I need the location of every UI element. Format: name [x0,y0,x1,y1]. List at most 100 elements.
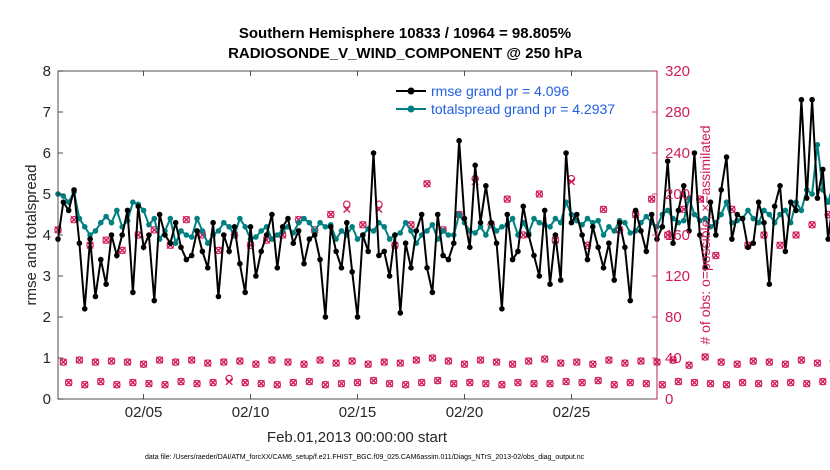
rmse-point [231,224,238,230]
y-axis-right-label: # of obs: o=possible; ×=assimilated [697,125,713,344]
rmse-point [659,224,666,230]
obs-possible-point [171,358,180,366]
obs-assimilated-point [674,377,683,386]
obs-assimilated-point [209,378,217,387]
obs-assimilated-point [145,379,153,388]
rmse-point [771,203,778,210]
totalspread-point [627,230,634,236]
rmse-point [787,199,794,205]
rmse-point [461,215,468,222]
totalspread-point [606,224,612,230]
totalspread-point [301,215,307,222]
rmse-point [643,248,650,255]
y-right-tick-label: 320 [665,63,690,80]
rmse-point [670,240,676,246]
totalspread-point [622,219,628,226]
rmse-point [210,219,216,226]
totalspread-point [274,232,281,238]
rmse-point [563,150,569,156]
obs-possible-point [305,377,314,386]
obs-assimilated-point [268,356,276,364]
obs-possible-point [284,358,292,366]
obs-possible-point [802,379,811,388]
obs-assimilated-point [466,378,474,387]
y-axis-label: rmse and totalspread [23,165,40,306]
obs-assimilated-point [412,356,421,364]
obs-assimilated-point [107,357,116,365]
rmse-point [71,187,77,193]
rmse-point [568,219,575,226]
obs-possible-point [685,361,693,369]
obs-possible-point [749,357,758,365]
obs-possible-point [193,379,201,388]
y-tick-label: 2 [43,309,51,326]
totalspread-point [483,232,489,238]
obs-possible-point [508,360,517,368]
totalspread-point [322,224,329,230]
obs-possible-point [824,210,830,219]
rmse-point [434,211,441,218]
totalspread-point [531,215,537,222]
totalspread-point [167,215,174,222]
rmse-point [718,187,724,193]
ticks-layer: 02/05 02/10 02/15 02/20 02/25012345678040801… [43,63,690,421]
rmse-point [92,293,99,300]
rmse-point [648,211,655,218]
obs-possible-point [717,358,725,366]
obs-assimilated-point [722,380,731,389]
obs-possible-point [674,377,683,386]
obs-assimilated-point [284,358,292,366]
obs-possible-point [786,378,795,387]
obs-assimilated-point [498,380,506,389]
rmse-point [397,310,404,316]
totalspread-point [220,219,227,226]
obs-possible-point [321,380,330,389]
obs-assimilated-point [343,205,351,214]
y-tick-label: 3 [43,268,51,285]
obs-assimilated-point [155,356,164,364]
obs-possible-point [316,356,324,364]
rmse-point [515,248,521,255]
rmse-point [146,232,152,238]
rmse-point [156,211,163,218]
rmse-point [573,211,580,218]
obs-assimilated-point [589,360,597,368]
rmse-point [622,244,628,251]
totalspread-point [237,215,243,222]
obs-possible-point [813,359,822,367]
rmse-point [194,228,200,234]
obs-assimilated-point [102,236,110,244]
totalspread-point [183,232,190,238]
rmse-point [536,273,543,279]
obs-assimilated-point [417,378,426,387]
obs-assimilated-point [546,379,554,388]
totalspread-point [354,236,361,242]
obs-assimilated-point [91,358,100,366]
rmse-point [541,207,548,214]
rmse-point [279,224,286,230]
totalspread-point [258,228,265,234]
obs-assimilated-point [327,210,335,219]
totalspread-point [761,207,767,214]
obs-assimilated-point [332,359,340,367]
rmse-point [467,244,473,251]
obs-possible-point [637,357,645,365]
totalspread-point [750,215,757,222]
rmse-point [739,215,746,222]
totalspread-point [151,215,158,222]
rmse-point [793,207,799,214]
obs-assimilated-point [530,379,538,388]
obs-possible-point [129,378,137,387]
y-right-tick-label: 280 [665,104,690,121]
obs-assimilated-point [81,380,89,389]
obs-assimilated-point [364,360,372,368]
rmse-point [814,195,821,201]
rmse-point [365,248,371,255]
y-tick-label: 8 [43,63,51,80]
rmse-point [488,219,495,226]
obs-assimilated-point [380,358,388,366]
obs-assimilated-point [578,378,586,387]
obs-assimilated-point [434,376,442,385]
totalspread-point [691,211,698,218]
